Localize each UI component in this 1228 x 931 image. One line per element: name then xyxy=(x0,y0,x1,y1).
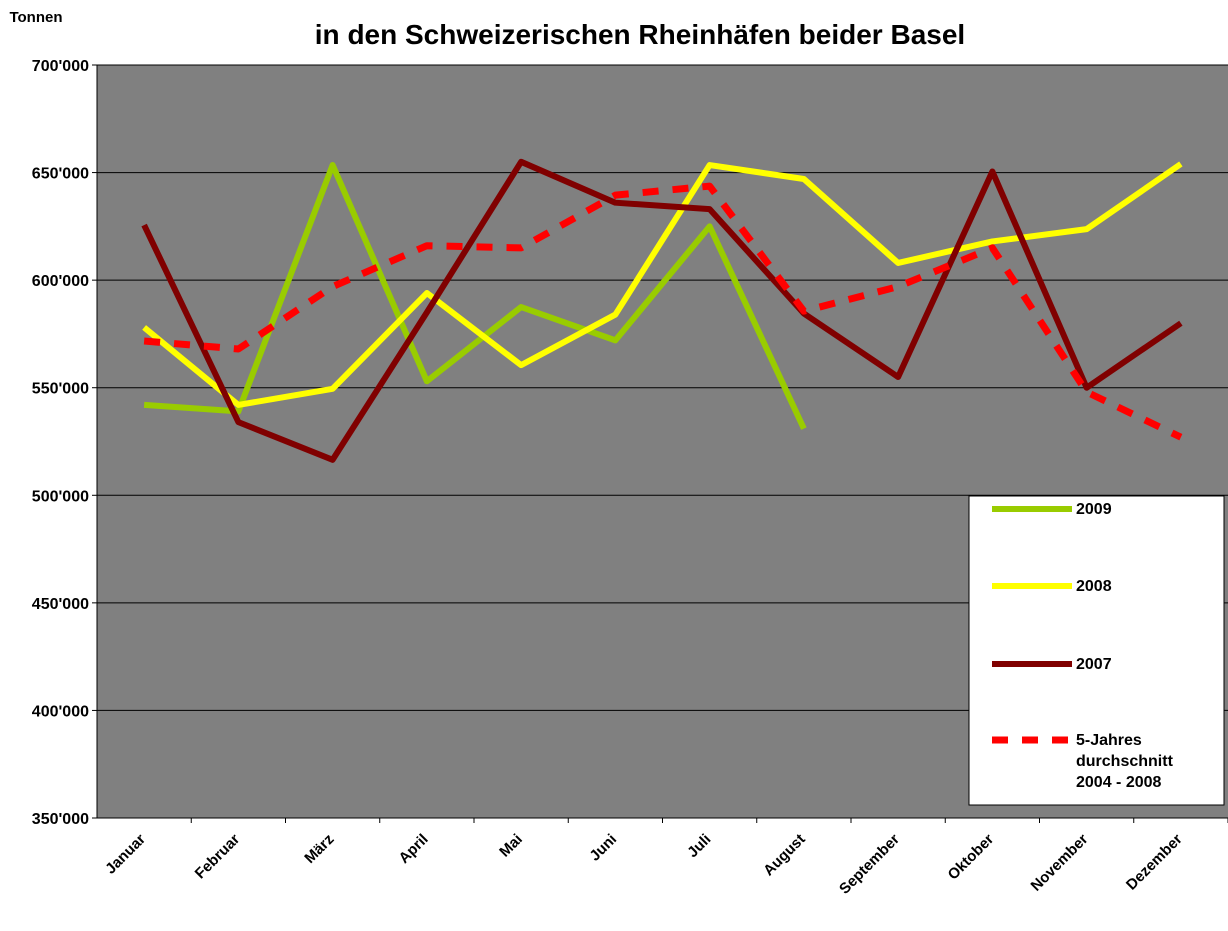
x-tick-label: Januar xyxy=(102,831,149,878)
series-line xyxy=(143,162,807,430)
x-tick-label: September xyxy=(836,831,903,898)
y-tick-label: 600'000 xyxy=(32,273,89,290)
y-tick-label: 550'000 xyxy=(32,381,89,398)
x-tick-label: Februar xyxy=(192,831,244,883)
legend-label: 2008 xyxy=(1076,578,1112,595)
y-tick-label: 500'000 xyxy=(32,488,89,505)
series-line xyxy=(143,182,1183,441)
y-tick-label: 400'000 xyxy=(32,703,89,720)
y-tick-label: 700'000 xyxy=(32,58,89,75)
series-line xyxy=(141,158,1183,463)
x-tick-label: November xyxy=(1028,831,1092,895)
y-tick-label: 350'000 xyxy=(32,811,89,828)
x-tick-label: Juli xyxy=(684,831,714,861)
y-axis-unit: Tonnen xyxy=(9,9,62,26)
y-tick-label: 450'000 xyxy=(32,596,89,613)
legend-label: 2007 xyxy=(1076,656,1112,673)
x-tick-label: März xyxy=(301,831,337,867)
chart-title: in den Schweizerischen Rheinhäfen beider… xyxy=(315,19,965,50)
series-line xyxy=(142,161,1183,408)
x-tick-label: Dezember xyxy=(1123,831,1186,894)
y-tick-label: 650'000 xyxy=(32,166,89,183)
x-tick-label: Oktober xyxy=(945,831,998,884)
x-tick-label: August xyxy=(760,831,809,880)
legend-box xyxy=(968,495,1225,806)
x-tick-label: April xyxy=(396,831,432,867)
legend-label: 2009 xyxy=(1076,501,1112,518)
x-tick-label: Juni xyxy=(586,831,620,865)
legend-label: 5-Jahres durchschnitt 2004 - 2008 xyxy=(1076,732,1173,791)
x-tick-label: Mai xyxy=(496,831,526,861)
